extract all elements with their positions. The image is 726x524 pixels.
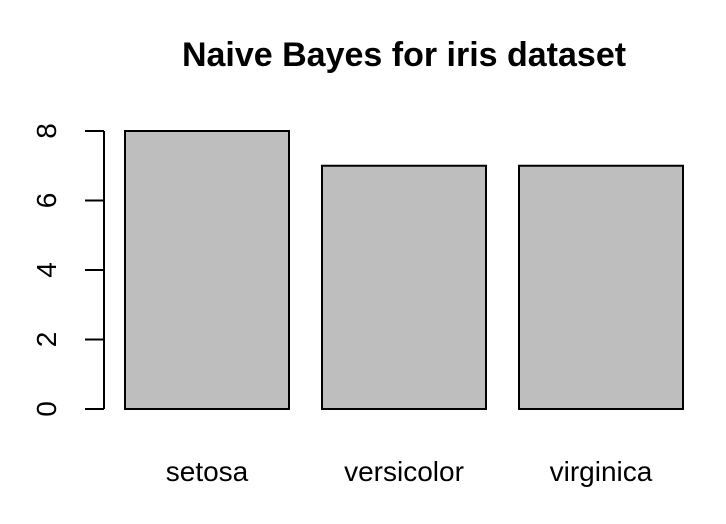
bar-versicolor xyxy=(321,164,487,410)
bar-virginica xyxy=(518,164,684,410)
bar-setosa xyxy=(124,130,290,410)
y-tick-label: 8 xyxy=(31,123,62,139)
y-tick-label: 6 xyxy=(31,193,62,209)
y-tick-label: 4 xyxy=(31,262,62,278)
x-category-label: setosa xyxy=(166,456,249,487)
y-axis: 0 2 4 6 8 xyxy=(31,123,105,417)
y-tick-label: 0 xyxy=(31,401,62,417)
y-tick-label: 2 xyxy=(31,332,62,348)
x-category-label: virginica xyxy=(550,456,653,487)
chart-title: Naive Bayes for iris dataset xyxy=(182,36,626,74)
bars-group xyxy=(124,130,684,410)
x-category-label: versicolor xyxy=(344,456,464,487)
x-axis-labels: setosa versicolor virginica xyxy=(166,456,653,487)
